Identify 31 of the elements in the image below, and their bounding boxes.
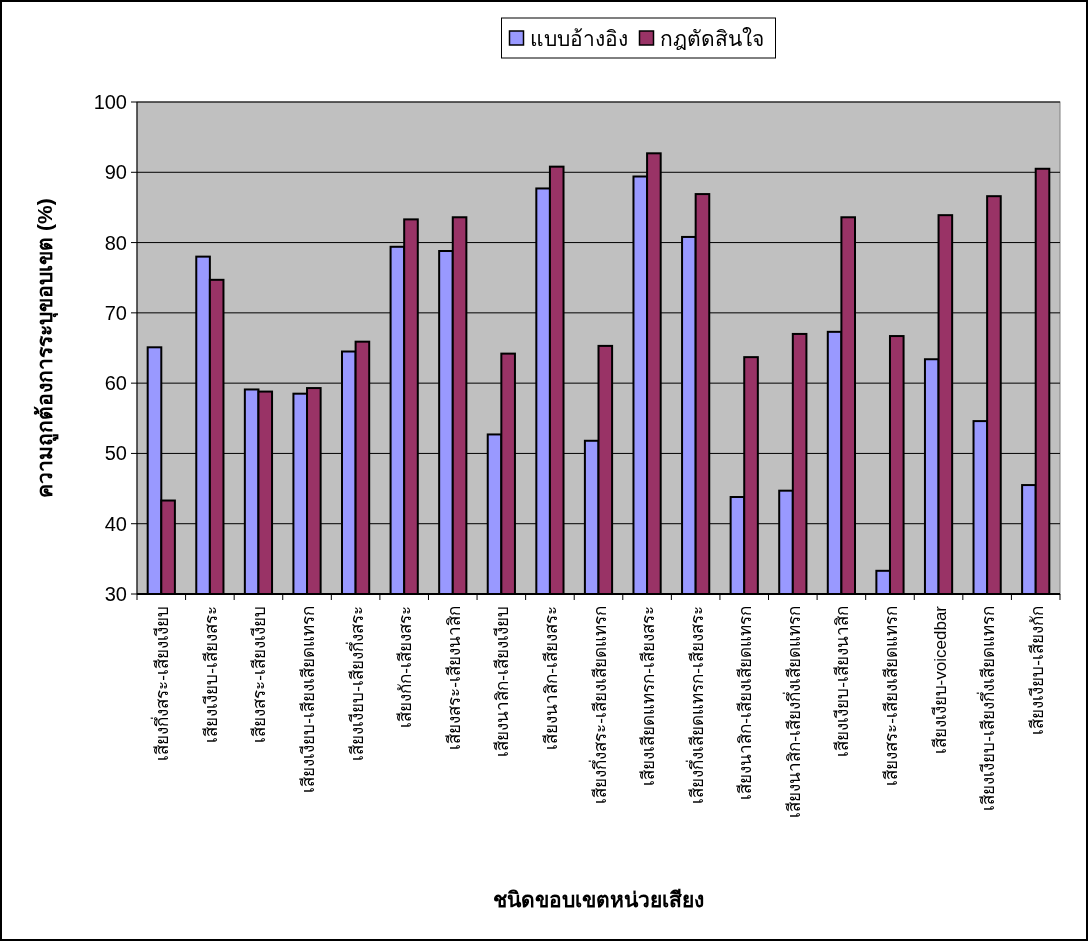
x-tick-label: เสียงกึ่งสระ-เสียงเงียบ [150, 606, 173, 761]
x-tick-label: เสียงนาสิก-เสียงกึ่งเสียดแทรก [781, 606, 804, 818]
x-tick-label: เสียงเงียบ-เสียงกึ่งเสียดแทรก [976, 606, 999, 811]
y-tick-label: 60 [104, 372, 127, 395]
x-tick-label: เสียงเงียบ-เสียงกึ่งสระ [344, 606, 367, 761]
y-tick-label: 30 [104, 583, 127, 605]
x-tick-label: เสียงเงียบ-voicedbar [930, 605, 950, 755]
legend-label: กฎตัดสินใจ [659, 27, 764, 50]
x-tick-label: เสียงสระ-เสียงเงียบ [250, 606, 270, 743]
x-tick-label: เสียงนาสิก-เสียงสระ [541, 606, 561, 750]
x-tick-label: เสียงเงียบ-เสียงนาสิก [833, 606, 853, 757]
x-tick-label: เสียงสระ-เสียงนาสิก [444, 606, 464, 750]
y-tick-label: 40 [104, 512, 127, 535]
x-tick-label: เสียงสระ-เสียงเสียดแทรก [881, 606, 901, 786]
x-tick-label: เสียงกึ่งสระ-เสียงเสียดแทรก [587, 606, 610, 804]
y-tick-label: 90 [104, 161, 127, 184]
x-tick-label: เสียงกึ่งเสียดแทรก-เสียงสระ [684, 606, 707, 804]
x-tick-label: เสียงเงียบ-เสียงกัก [1027, 606, 1047, 735]
x-tick-label: เสียงนาสิก-เสียงเงียบ [493, 606, 513, 757]
y-tick-label: 80 [104, 231, 127, 254]
x-tick-label: เสียงกัก-เสียงสระ [396, 606, 416, 728]
legend-label: แบบอ้างอิง [529, 27, 628, 50]
x-tick-label: เสียงเสียดแทรก-เสียงสระ [639, 606, 659, 786]
x-tick-label: เสียงเงียบ-เสียงเสียดแทรก [299, 606, 319, 793]
y-axis-title: ความถูกต้องการระบุขอบเขต (%) [33, 198, 59, 498]
x-tick-label: เสียงเงียบ-เสียงสระ [201, 606, 221, 743]
x-tick-label: เสียงนาสิก-เสียงเสียดแทรก [736, 606, 756, 800]
y-tick-label: 50 [104, 442, 127, 465]
y-tick-label: 70 [104, 301, 127, 324]
x-axis-title: ชนิดขอบเขตหน่วยเสียง [493, 888, 704, 911]
y-tick-label: 100 [93, 91, 127, 113]
